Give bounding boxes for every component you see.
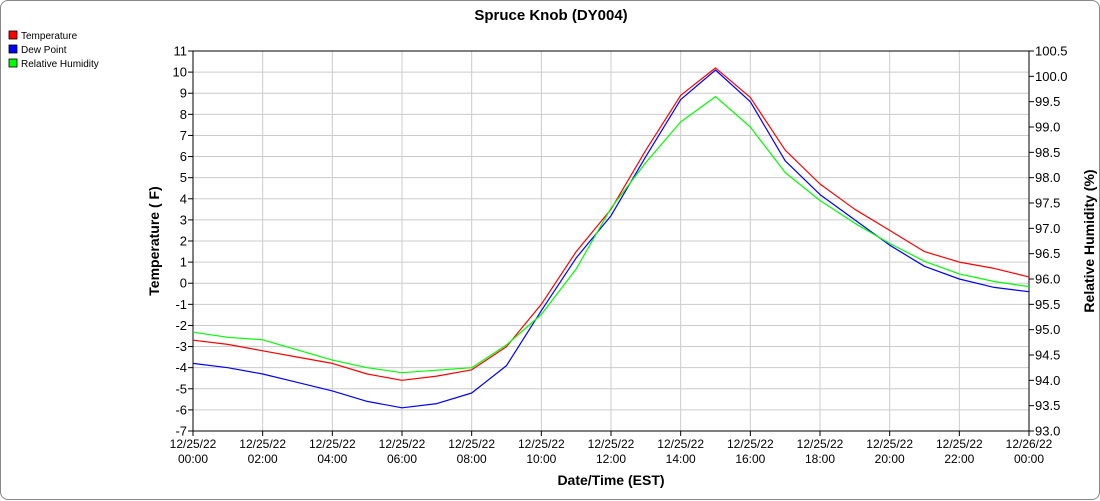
x-tick-time: 08:00 [457,452,487,466]
grid [192,50,1030,432]
right-tick-label: 97.0 [1035,221,1060,236]
left-tick-label: -6 [175,402,187,417]
x-tick-date: 12/25/22 [170,437,217,451]
x-tick-time: 14:00 [666,452,696,466]
chart-title: Spruce Knob (DY004) [474,7,627,24]
left-tick-label: 6 [180,149,187,164]
x-tick-time: 22:00 [944,452,974,466]
left-tick-label: 8 [180,107,187,122]
legend-label-dew-point: Dew Point [21,45,67,56]
left-tick-label: -5 [175,381,187,396]
x-tick-time: 18:00 [805,452,835,466]
right-tick-label: 100.0 [1035,69,1068,84]
x-tick-time: 00:00 [1014,452,1044,466]
x-tick-time: 20:00 [875,452,905,466]
x-tick-time: 12:00 [596,452,626,466]
left-tick-label: 11 [174,44,188,59]
x-tick-date: 12/25/22 [936,437,983,451]
x-axis-ticks: 12/25/2200:0012/25/2202:0012/25/2204:001… [170,431,1053,466]
left-tick-label: -1 [175,297,187,312]
right-tick-label: 93.0 [1035,424,1060,439]
left-tick-label: 3 [180,212,187,227]
left-tick-label: -4 [175,360,187,375]
right-tick-label: 96.0 [1035,272,1060,287]
x-tick-time: 16:00 [735,452,765,466]
x-tick-date: 12/25/22 [309,437,356,451]
x-tick-date: 12/25/22 [797,437,844,451]
right-tick-label: 98.0 [1035,170,1060,185]
x-tick-time: 10:00 [526,452,556,466]
right-tick-label: 95.5 [1035,297,1060,312]
left-tick-label: 10 [173,65,187,80]
right-tick-label: 94.0 [1035,373,1060,388]
x-tick-date: 12/25/22 [518,437,565,451]
legend: Temperature Dew Point Relative Humidity [8,30,99,70]
x-axis-title: Date/Time (EST) [557,472,664,488]
x-tick-date: 12/25/22 [727,437,774,451]
legend-swatch-temperature [8,30,18,40]
x-tick-date: 12/25/22 [866,437,913,451]
right-tick-label: 95.0 [1035,322,1060,337]
left-tick-label: 2 [180,234,187,249]
x-tick-time: 04:00 [317,452,347,466]
x-tick-date: 12/25/22 [657,437,704,451]
left-tick-label: -2 [175,318,187,333]
left-tick-label: -3 [175,339,187,354]
right-axis-title: Relative Humidity (%) [1081,169,1097,312]
right-tick-label: 93.5 [1035,398,1060,413]
series-layer [192,67,1030,409]
right-axis-ticks: 93.0 93.5 94.0 94.5 95.0 95.5 96.0 96.5 97.0 97.5… [1029,44,1068,439]
right-tick-label: 97.5 [1035,196,1060,211]
left-tick-label: 9 [180,86,187,101]
x-tick-date: 12/25/22 [379,437,426,451]
left-tick-label: -7 [175,424,187,439]
right-tick-label: 96.5 [1035,246,1060,261]
x-tick-date: 12/25/22 [239,437,286,451]
left-tick-label: 0 [180,276,187,291]
left-tick-label: 1 [180,255,187,270]
x-tick-time: 00:00 [178,452,208,466]
right-tick-label: 94.5 [1035,348,1060,363]
left-axis-ticks: -7 -6 -5 -4 -3 -2 -1 0 1 2 3 4 5 6 7 8 9 10 11 [173,44,193,439]
right-tick-label: 99.5 [1035,94,1060,109]
x-tick-date: 12/26/22 [1006,437,1053,451]
legend-swatch-relative-humidity [8,58,18,68]
legend-label-temperature: Temperature [21,31,78,42]
x-tick-time: 06:00 [387,452,417,466]
relative-humidity-line [192,95,1030,374]
right-tick-label: 100.5 [1035,44,1068,59]
dew-point-line [192,69,1030,409]
left-axis-title: Temperature ( F) [146,186,162,295]
left-tick-label: 5 [180,170,187,185]
right-tick-label: 99.0 [1035,120,1060,135]
legend-swatch-dew-point [8,44,18,54]
x-tick-date: 12/25/22 [448,437,495,451]
x-tick-time: 02:00 [248,452,278,466]
x-tick-date: 12/25/22 [588,437,635,451]
legend-label-relative-humidity: Relative Humidity [21,59,99,70]
left-tick-label: 4 [180,191,187,206]
left-tick-label: 7 [180,128,187,143]
right-tick-label: 98.5 [1035,145,1060,160]
